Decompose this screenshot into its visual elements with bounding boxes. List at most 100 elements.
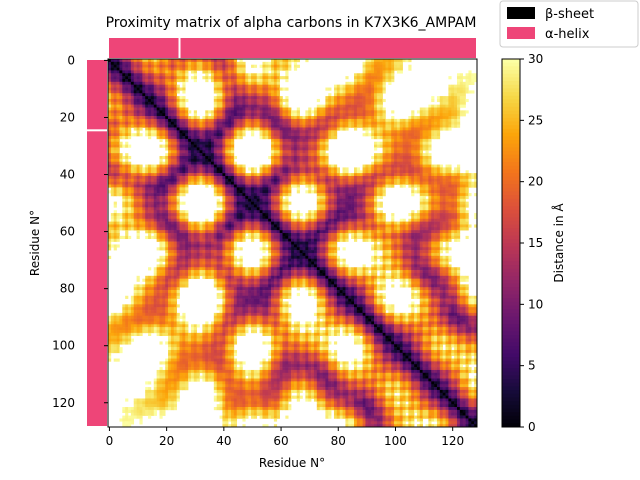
heatmap-cell bbox=[116, 96, 120, 100]
heatmap-cell bbox=[382, 87, 386, 91]
heatmap-cell bbox=[253, 127, 258, 131]
heatmap-cell bbox=[459, 73, 463, 77]
heatmap-cell bbox=[168, 67, 172, 71]
heatmap-cell bbox=[150, 76, 155, 80]
heatmap-cell bbox=[451, 204, 455, 208]
heatmap-cell bbox=[439, 98, 443, 103]
heatmap-cell bbox=[451, 181, 455, 185]
heatmap-cell bbox=[359, 190, 363, 194]
heatmap-cell bbox=[153, 67, 157, 71]
heatmap-cell bbox=[239, 70, 243, 74]
heatmap-cell bbox=[139, 127, 143, 131]
heatmap-cell bbox=[179, 121, 183, 125]
heatmap-cell bbox=[282, 153, 286, 157]
heatmap-cell bbox=[379, 164, 383, 168]
heatmap-cell bbox=[259, 107, 263, 111]
heatmap-cell bbox=[239, 187, 243, 191]
heatmap-cell bbox=[376, 73, 381, 77]
heatmap-cell bbox=[205, 181, 209, 185]
heatmap-cell bbox=[193, 118, 197, 123]
heatmap-cell bbox=[379, 70, 383, 74]
heatmap-cell bbox=[108, 141, 112, 145]
heatmap-cell bbox=[116, 90, 120, 94]
heatmap-cell bbox=[116, 136, 120, 140]
heatmap-cell bbox=[213, 104, 217, 108]
heatmap-cell bbox=[125, 164, 129, 168]
heatmap-cell bbox=[122, 84, 126, 88]
heatmap-cell bbox=[110, 213, 115, 217]
heatmap-cell bbox=[262, 164, 266, 168]
heatmap-cell bbox=[262, 107, 266, 111]
heatmap-cell bbox=[385, 158, 389, 162]
heatmap-cell bbox=[425, 147, 429, 151]
heatmap-cell bbox=[113, 104, 117, 108]
heatmap-cell bbox=[368, 93, 372, 97]
heatmap-cell bbox=[262, 78, 266, 83]
heatmap-cell bbox=[113, 155, 117, 160]
heatmap-cell bbox=[239, 59, 243, 63]
heatmap-cell bbox=[425, 190, 429, 194]
heatmap-cell bbox=[165, 61, 169, 65]
heatmap-cell bbox=[265, 84, 269, 88]
heatmap-cell bbox=[125, 207, 129, 211]
heatmap-cell bbox=[139, 98, 143, 103]
heatmap-cell bbox=[271, 198, 275, 202]
heatmap-cell bbox=[139, 107, 143, 111]
heatmap-cell bbox=[216, 190, 220, 194]
heatmap-cell bbox=[382, 155, 386, 160]
heatmap-cell bbox=[225, 190, 229, 194]
heatmap-cell bbox=[311, 124, 315, 128]
heatmap-cell bbox=[285, 138, 289, 143]
heatmap-cell bbox=[213, 193, 217, 197]
heatmap-cell bbox=[434, 130, 438, 134]
heatmap-cell bbox=[168, 76, 172, 80]
heatmap-cell bbox=[213, 147, 217, 151]
heatmap-cell bbox=[348, 93, 352, 97]
heatmap-cell bbox=[225, 70, 229, 74]
heatmap-cell bbox=[259, 184, 263, 188]
heatmap-cell bbox=[316, 184, 320, 188]
heatmap-cell bbox=[425, 210, 429, 214]
heatmap-cell bbox=[116, 101, 120, 105]
heatmap-cell bbox=[213, 150, 217, 154]
heatmap-cell bbox=[428, 118, 432, 123]
heatmap-cell bbox=[122, 164, 126, 168]
heatmap-cell bbox=[176, 127, 180, 131]
heatmap-cell bbox=[253, 173, 258, 177]
heatmap-cell bbox=[379, 195, 383, 200]
heatmap-cell bbox=[456, 110, 461, 114]
heatmap-cell bbox=[316, 138, 320, 143]
heatmap-cell bbox=[271, 127, 275, 131]
heatmap-cell bbox=[456, 173, 461, 177]
heatmap-cell bbox=[316, 98, 320, 103]
heatmap-cell bbox=[308, 124, 312, 128]
heatmap-cell bbox=[142, 87, 146, 91]
heatmap-cell bbox=[156, 110, 160, 114]
heatmap-cell bbox=[150, 64, 155, 68]
heatmap-cell bbox=[282, 184, 286, 188]
heatmap-cell bbox=[159, 133, 163, 137]
heatmap-cell bbox=[273, 59, 278, 63]
heatmap-cell bbox=[136, 213, 140, 217]
heatmap-cell bbox=[376, 87, 381, 91]
heatmap-cell bbox=[319, 170, 323, 174]
heatmap-cell bbox=[179, 73, 183, 77]
heatmap-cell bbox=[285, 184, 289, 188]
heatmap-cell bbox=[228, 158, 232, 162]
heatmap-cell bbox=[454, 210, 458, 214]
heatmap-cell bbox=[125, 144, 129, 148]
heatmap-cell bbox=[245, 76, 249, 80]
heatmap-cell bbox=[125, 178, 129, 182]
heatmap-cell bbox=[374, 76, 378, 80]
heatmap-cell bbox=[262, 175, 266, 180]
heatmap-cell bbox=[313, 161, 318, 165]
heatmap-cell bbox=[185, 190, 189, 194]
heatmap-cell bbox=[305, 155, 309, 160]
heatmap-cell bbox=[245, 81, 249, 85]
heatmap-cell bbox=[168, 184, 172, 188]
heatmap-cell bbox=[416, 133, 421, 137]
heatmap-cell bbox=[199, 153, 203, 157]
heatmap-cell bbox=[454, 190, 458, 194]
heatmap-cell bbox=[113, 76, 117, 80]
heatmap-cell bbox=[225, 193, 229, 197]
